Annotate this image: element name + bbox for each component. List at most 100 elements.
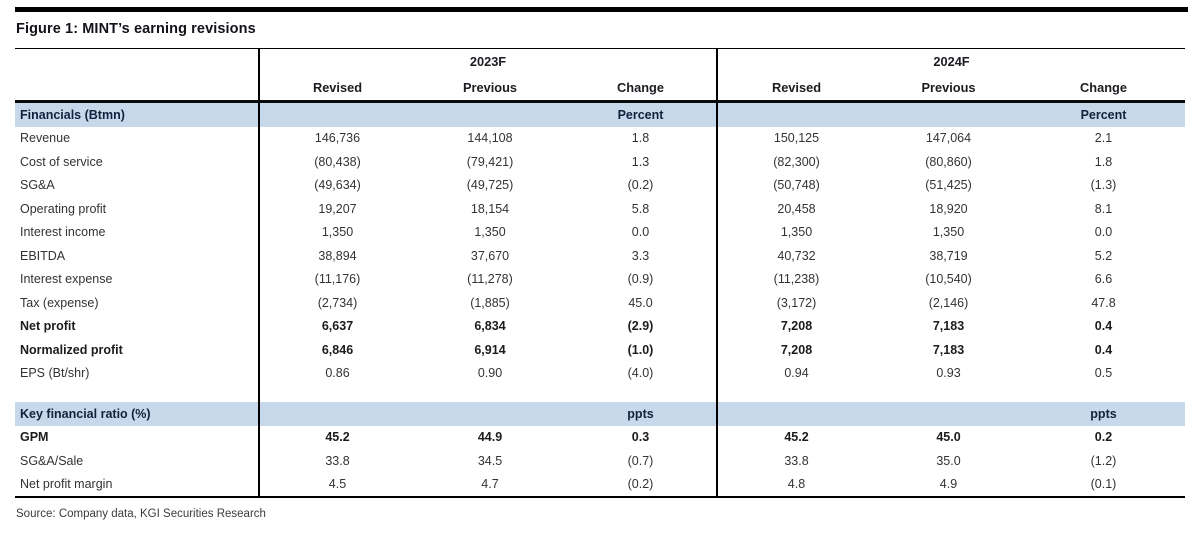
section-unit-label: Percent bbox=[565, 103, 718, 127]
value-cell: 40,732 bbox=[777, 248, 816, 263]
value-cell: 0.4 bbox=[1094, 342, 1113, 357]
value-cell: 33.8 bbox=[784, 453, 809, 468]
value-cell: 150,125 bbox=[773, 131, 820, 146]
value-cell: 18,154 bbox=[470, 201, 510, 216]
value-cell: 45.2 bbox=[325, 430, 350, 445]
value-cell: (1.3) bbox=[1090, 178, 1117, 193]
value-cell: 5.2 bbox=[1094, 248, 1113, 263]
value-cell: (0.1) bbox=[1090, 477, 1117, 492]
value-cell: (50,748) bbox=[773, 178, 820, 193]
value-cell: 2.1 bbox=[1094, 131, 1113, 146]
row-label: SG&A/Sale bbox=[15, 449, 260, 473]
value-cell: (2,734) bbox=[317, 295, 358, 310]
section-label: Financials (Btmn) bbox=[15, 103, 260, 127]
value-cell: 1,350 bbox=[321, 225, 354, 240]
group-header-2024f: 2024F bbox=[718, 49, 1185, 74]
value-cell: 1.3 bbox=[565, 150, 718, 174]
spacer-cell bbox=[260, 385, 415, 402]
value-cell: 38,894 bbox=[318, 248, 357, 263]
spacer-cell bbox=[1022, 385, 1185, 402]
table-row: GPM 45.2 44.9 0.3 45.2 45.0 0.2 bbox=[15, 425, 1185, 449]
section-cell bbox=[875, 402, 1022, 426]
spacer-cell bbox=[718, 385, 875, 402]
value-cell: 3.3 bbox=[565, 244, 718, 268]
group-header-row: 2023F 2024F bbox=[15, 49, 1185, 74]
table-row: SG&A/Sale 33.8 34.5 (0.7) 33.8 35.0 (1.2) bbox=[15, 449, 1185, 473]
table-row: Interest expense (11,176) (11,278) (0.9) (11… bbox=[15, 267, 1185, 291]
value-cell: 7,183 bbox=[932, 319, 965, 334]
row-label: Normalized profit bbox=[15, 338, 260, 362]
value-cell: 1.8 bbox=[1094, 154, 1113, 169]
table-row: Net profit margin 4.5 4.7 (0.2) 4.8 4.9 (0.1) bbox=[15, 472, 1185, 496]
value-cell: (1.0) bbox=[565, 338, 718, 362]
table-header: 2023F 2024F Revised Previous Change Revi… bbox=[15, 49, 1185, 103]
section-cell bbox=[260, 103, 415, 127]
section-unit-label: ppts bbox=[565, 402, 718, 426]
row-label: Interest income bbox=[15, 220, 260, 244]
section-unit-label: ppts bbox=[1090, 406, 1117, 421]
section-cell bbox=[718, 402, 875, 426]
value-cell: (11,176) bbox=[314, 272, 361, 287]
value-cell: (1.2) bbox=[1090, 453, 1117, 468]
table-row: EPS (Bt/shr) 0.86 0.90 (4.0) 0.94 0.93 0.5 bbox=[15, 361, 1185, 385]
table-row: Revenue 146,736 144,108 1.8 150,125 147,064 2.… bbox=[15, 126, 1185, 150]
value-cell: 1.8 bbox=[565, 126, 718, 150]
value-cell: 0.0 bbox=[565, 220, 718, 244]
value-cell: (1,885) bbox=[470, 295, 510, 310]
col-header-previous-2023: Previous bbox=[462, 79, 518, 95]
section-header-row: Key financial ratio (%) ppts ppts bbox=[15, 402, 1185, 426]
value-cell: 45.0 bbox=[936, 430, 961, 445]
table-row: Tax (expense) (2,734) (1,885) 45.0 (3,172) (2… bbox=[15, 291, 1185, 315]
value-cell: (0.2) bbox=[565, 173, 718, 197]
section-cell bbox=[260, 402, 415, 426]
value-cell: (49,634) bbox=[314, 178, 361, 193]
value-cell: 6,914 bbox=[474, 342, 506, 357]
corner-cell bbox=[15, 49, 260, 74]
figure-title: Figure 1: MINT’s earning revisions bbox=[16, 21, 256, 37]
group-label: 2024F bbox=[933, 54, 970, 69]
col-header-revised-2024: Revised bbox=[771, 79, 822, 95]
table-row: EBITDA 38,894 37,670 3.3 40,732 38,719 5.2 bbox=[15, 244, 1185, 268]
section-unit-label: Percent bbox=[1080, 107, 1127, 122]
value-cell: 4.5 bbox=[328, 477, 347, 492]
earnings-revision-table: 2023F 2024F Revised Previous Change Revi… bbox=[15, 48, 1185, 498]
row-label: Tax (expense) bbox=[15, 291, 260, 315]
table-row: Cost of service (80,438) (79,421) 1.3 (82,30… bbox=[15, 150, 1185, 174]
value-cell: (10,540) bbox=[925, 272, 972, 287]
table-row: Interest income 1,350 1,350 0.0 1,350 1,350 0.… bbox=[15, 220, 1185, 244]
value-cell: (2.9) bbox=[565, 314, 718, 338]
value-cell: (51,425) bbox=[925, 178, 972, 193]
row-label: EPS (Bt/shr) bbox=[15, 361, 260, 385]
table-body: Financials (Btmn) Percent Percent Revenue 14… bbox=[15, 103, 1185, 496]
value-cell: 0.5 bbox=[1094, 366, 1113, 381]
section-cell bbox=[875, 103, 1022, 127]
spacer-row bbox=[15, 385, 1185, 402]
value-cell: 1,350 bbox=[932, 225, 965, 240]
value-cell: (2,146) bbox=[928, 295, 969, 310]
value-cell: 6,846 bbox=[321, 342, 354, 357]
column-header-row: Revised Previous Change Revised Previous… bbox=[15, 74, 1185, 100]
row-label: Net profit margin bbox=[15, 472, 260, 496]
value-cell: (82,300) bbox=[773, 154, 820, 169]
value-cell: 0.90 bbox=[477, 366, 503, 381]
value-cell: 0.0 bbox=[1094, 225, 1113, 240]
value-cell: 6.6 bbox=[1094, 272, 1113, 287]
table-row: Net profit 6,637 6,834 (2.9) 7,208 7,183 0.4 bbox=[15, 314, 1185, 338]
value-cell: 0.94 bbox=[784, 366, 809, 381]
section-label: Key financial ratio (%) bbox=[15, 402, 260, 426]
value-cell: 35.0 bbox=[936, 453, 961, 468]
value-cell: 19,207 bbox=[318, 201, 357, 216]
value-cell: (49,725) bbox=[466, 178, 514, 193]
top-rule bbox=[15, 7, 1188, 12]
value-cell: 0.4 bbox=[1094, 319, 1113, 334]
source-note: Source: Company data, KGI Securities Res… bbox=[16, 508, 266, 520]
value-cell: 0.2 bbox=[1094, 430, 1113, 445]
section-cell bbox=[415, 402, 565, 426]
value-cell: 5.8 bbox=[565, 197, 718, 221]
spacer-cell bbox=[15, 385, 260, 402]
value-cell: 4.9 bbox=[939, 477, 958, 492]
value-cell: 0.3 bbox=[565, 425, 718, 449]
value-cell: 37,670 bbox=[470, 248, 510, 263]
row-label: EBITDA bbox=[15, 244, 260, 268]
col-header-previous-2024: Previous bbox=[921, 79, 976, 95]
